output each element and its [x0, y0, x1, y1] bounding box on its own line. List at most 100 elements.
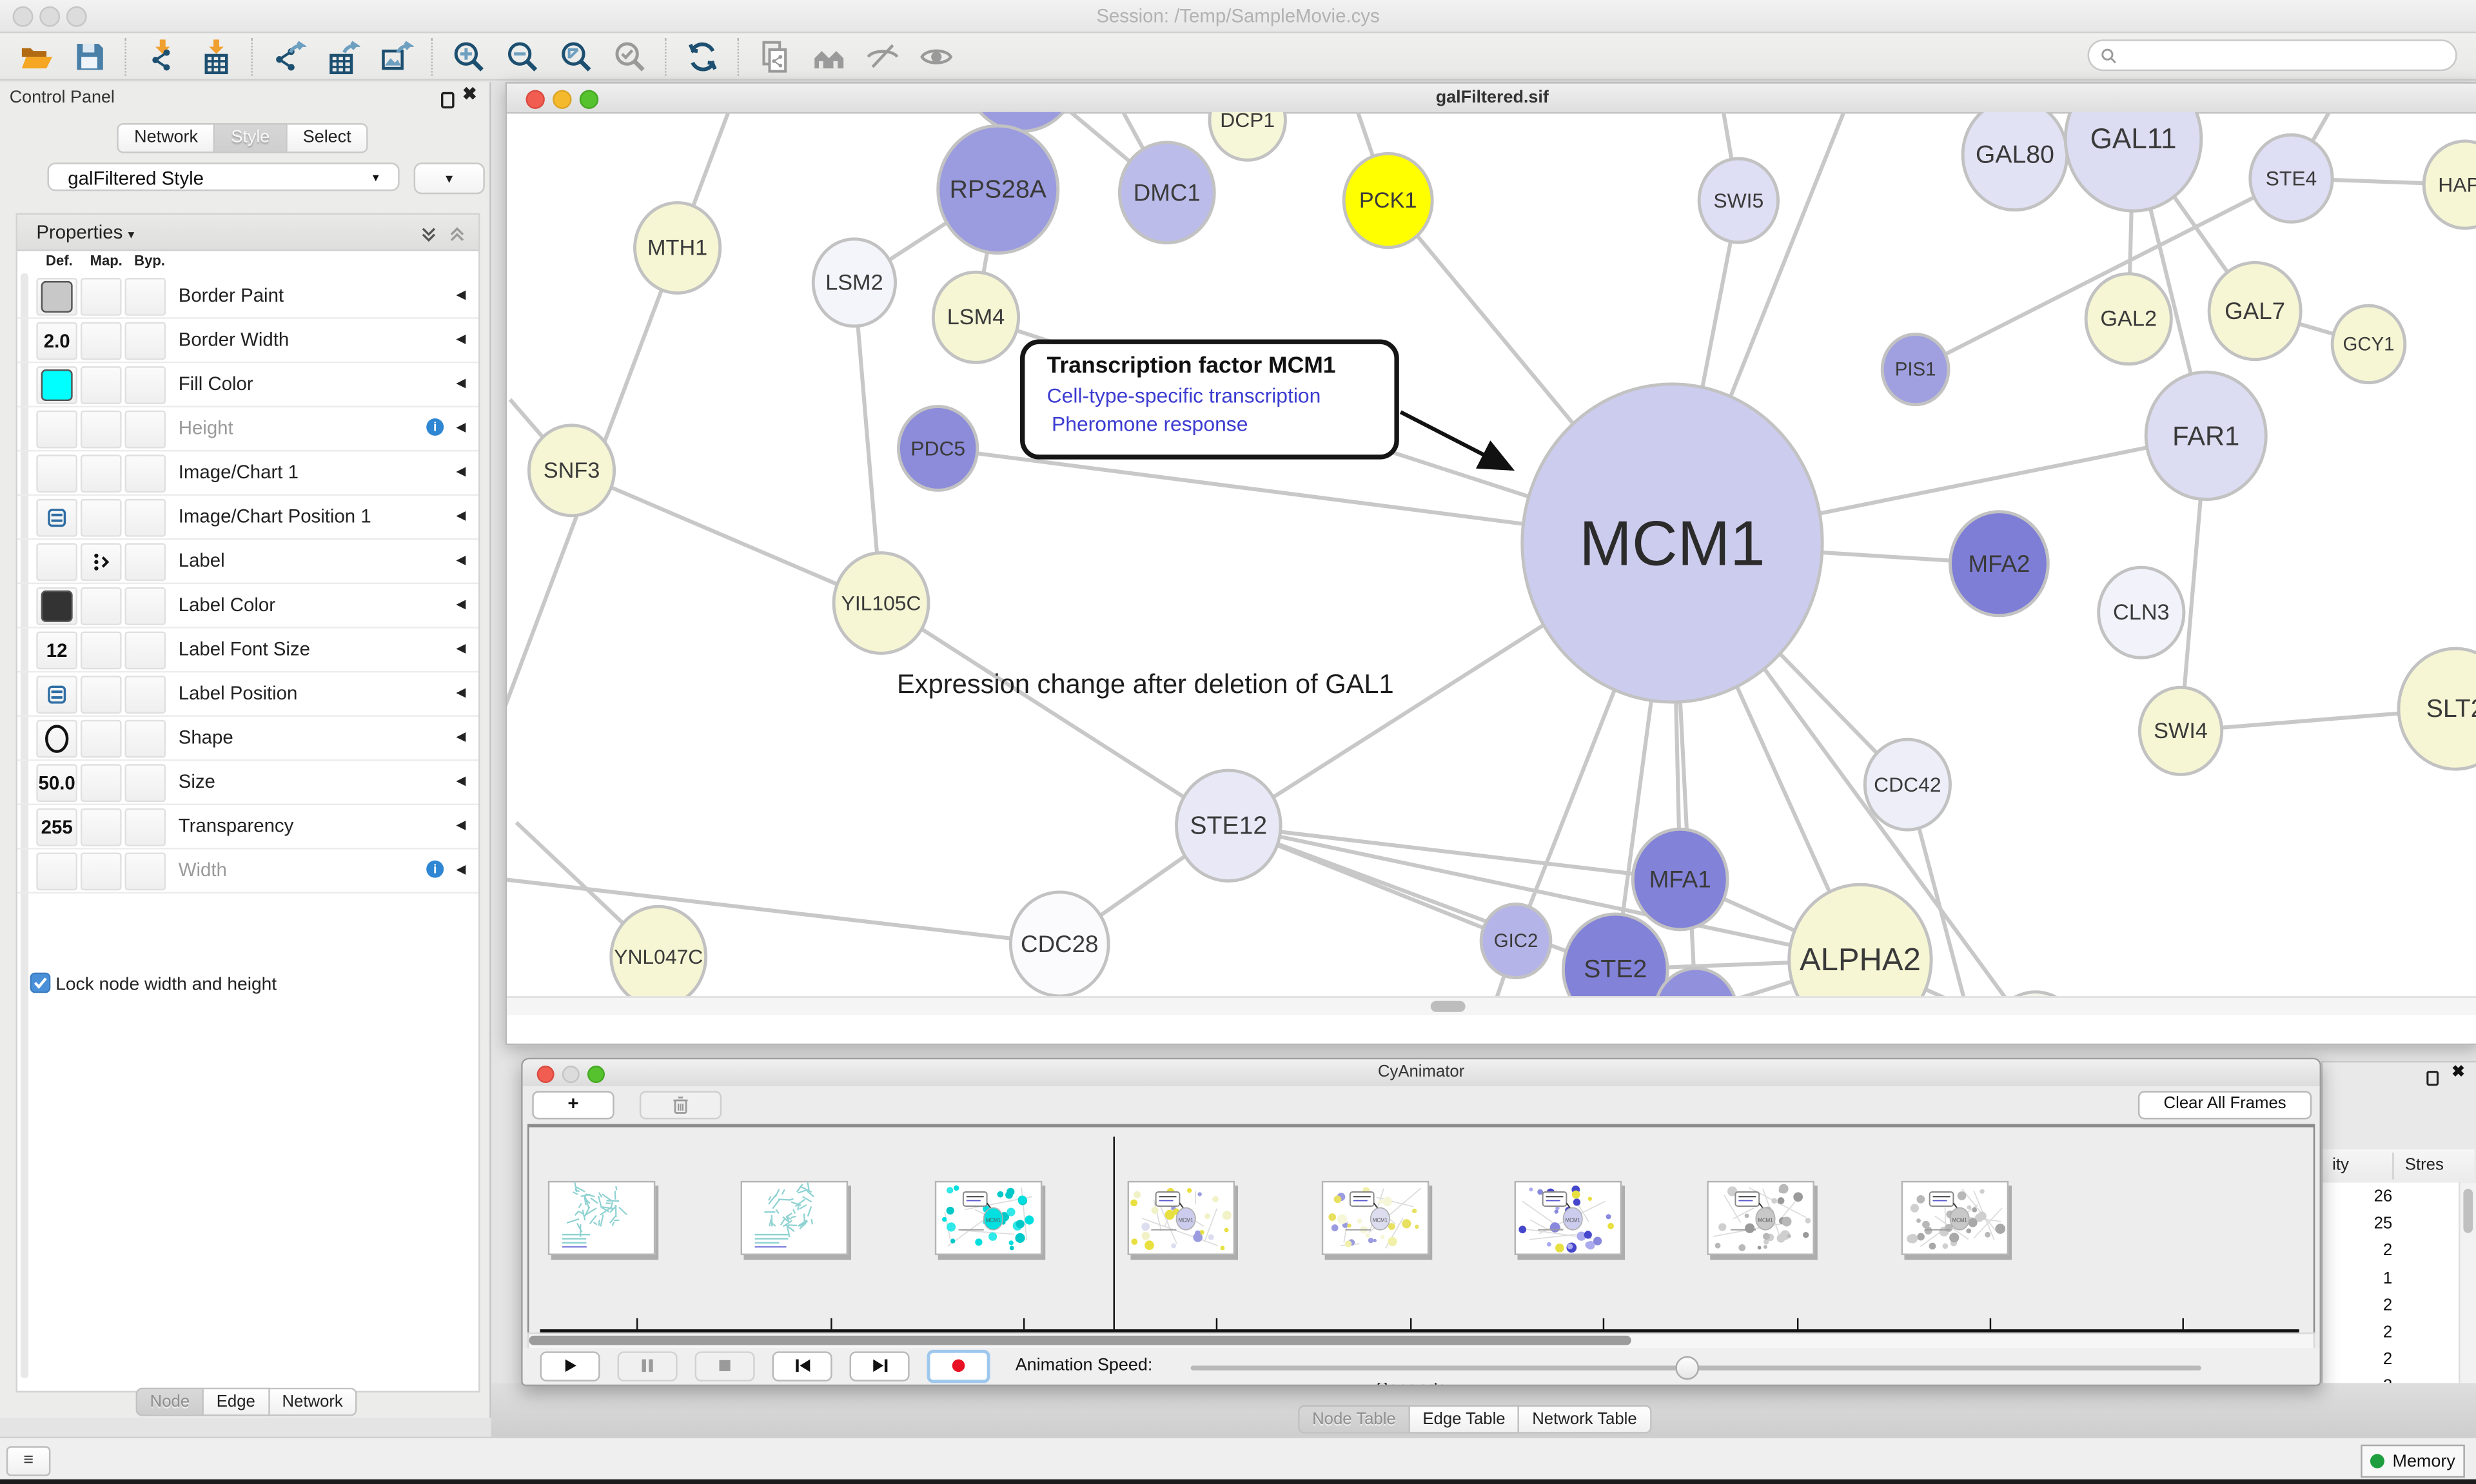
network-node-SLT2[interactable]: SLT2	[2397, 647, 2476, 771]
network-node-SWI4[interactable]: SWI4	[2137, 685, 2224, 776]
panel-tab-network[interactable]: Network	[269, 1387, 357, 1416]
frame-thumbnail-4[interactable]: MCM1	[1321, 1180, 1429, 1255]
property-row-width[interactable]: Width i ◀	[17, 848, 479, 894]
zoom-fit-icon[interactable]	[556, 37, 597, 75]
network-node-YIL105C[interactable]: YIL105C	[832, 551, 930, 655]
network-node-GIC2[interactable]: GIC2	[1479, 903, 1553, 980]
close-window-icon[interactable]	[526, 90, 545, 109]
float-panel-icon[interactable]	[440, 88, 455, 117]
annotation-box[interactable]: Transcription factor MCM1 Cell-type-spec…	[1020, 339, 1399, 460]
close-window-icon[interactable]	[536, 1066, 555, 1084]
network-node-GAL7[interactable]: GAL7	[2207, 260, 2303, 362]
table-column-ity[interactable]: ity	[2332, 1155, 2349, 1175]
network-node-GCY1[interactable]: GCY1	[2330, 304, 2407, 385]
zoom-selected-icon[interactable]	[609, 37, 651, 75]
network-node-MFA1[interactable]: MFA1	[1631, 827, 1729, 932]
animation-speed-slider[interactable]	[1190, 1352, 2201, 1380]
show-all-icon[interactable]	[916, 37, 957, 75]
export-image-icon[interactable]	[376, 37, 417, 75]
network-node-GAL2[interactable]: GAL2	[2084, 272, 2173, 366]
properties-scrollbar[interactable]	[20, 273, 29, 1378]
property-row-transparency[interactable]: 255 Transparency ◀	[17, 804, 479, 850]
property-row-label-position[interactable]: Label Position ◀	[17, 671, 479, 717]
network-node-GAL80[interactable]: GAL80	[1961, 112, 2069, 212]
frame-thumbnail-6[interactable]: MCM1	[1707, 1180, 1815, 1255]
network-node-HAP2[interactable]: HAP2	[2422, 139, 2476, 230]
property-row-border-paint[interactable]: Border Paint ◀	[17, 273, 479, 319]
expand-row-icon[interactable]: ◀	[456, 817, 466, 832]
zoom-out-icon[interactable]	[502, 37, 544, 75]
pause-button[interactable]	[617, 1351, 678, 1381]
table-cell[interactable]: 25	[2373, 1214, 2393, 1234]
slider-thumb[interactable]	[1676, 1355, 1700, 1380]
network-hscrollbar[interactable]	[507, 996, 2476, 1015]
export-network-icon[interactable]	[268, 37, 310, 75]
window-minimize-icon[interactable]	[39, 6, 61, 27]
property-row-size[interactable]: 50.0 Size ◀	[17, 759, 479, 805]
network-node-DMC1[interactable]: DMC1	[1117, 141, 1216, 245]
network-window-titlebar[interactable]: galFiltered.sif	[507, 83, 2476, 114]
expand-row-icon[interactable]: ◀	[456, 508, 466, 523]
delete-frame-button[interactable]	[639, 1091, 722, 1120]
network-canvas[interactable]: RPS28A DMC1 DCP1 PCK1 MTH1 LSM2 LSM4 SWI5 GAL80 G…	[507, 112, 2476, 997]
skip-to-end-button[interactable]	[849, 1351, 910, 1381]
property-row-image-chart-1[interactable]: Image/Chart 1 ◀	[17, 450, 479, 496]
close-panel-icon[interactable]: ✖	[2451, 1064, 2465, 1082]
network-node-YNL047C[interactable]: YNL047C	[609, 904, 708, 997]
network-node-MCM1[interactable]: MCM1	[1520, 382, 1824, 704]
property-row-label[interactable]: Label ◀	[17, 538, 479, 585]
network-node-CLN3[interactable]: CLN3	[2097, 565, 2186, 659]
tab-node-table[interactable]: Node Table	[1298, 1405, 1410, 1434]
annotation-link[interactable]: Cell-type-specific transcription	[1046, 384, 1321, 407]
tab-edge-table[interactable]: Edge Table	[1410, 1405, 1520, 1434]
float-panel-icon[interactable]	[2426, 1066, 2440, 1094]
record-button[interactable]	[927, 1349, 990, 1383]
window-close-icon[interactable]	[12, 6, 34, 27]
play-button[interactable]	[540, 1351, 600, 1381]
network-node-PDC5[interactable]: PDC5	[897, 405, 979, 492]
network-node-ALPHA2[interactable]: ALPHA2	[1787, 883, 1933, 997]
network-node-MTH1[interactable]: MTH1	[633, 201, 722, 295]
network-node-BAR1[interactable]: BAR1	[1655, 966, 1737, 997]
panel-tab-edge[interactable]: Edge	[204, 1387, 270, 1416]
maximize-window-icon[interactable]	[587, 1066, 605, 1084]
network-node-CDC28[interactable]: CDC28	[1008, 890, 1110, 997]
close-panel-icon[interactable]: ✖	[462, 85, 477, 104]
network-node-TUP1[interactable]: TUP1	[1991, 990, 2079, 997]
zoom-in-icon[interactable]	[449, 37, 490, 75]
network-node-MFA2[interactable]: MFA2	[1949, 510, 2050, 618]
table-column-stress[interactable]: Stres	[2404, 1155, 2444, 1175]
timeline-hscrollbar-thumb[interactable]	[529, 1335, 1631, 1345]
tab-network-table[interactable]: Network Table	[1519, 1405, 1651, 1434]
search-box[interactable]	[2087, 39, 2457, 72]
info-icon[interactable]: i	[426, 418, 444, 436]
table-cell[interactable]: 2	[2383, 1241, 2393, 1261]
network-node-GAL11[interactable]: GAL11	[2063, 112, 2203, 213]
expand-all-icon[interactable]	[420, 222, 437, 251]
table-vscrollbar-thumb[interactable]	[2462, 1189, 2472, 1233]
import-network-icon[interactable]	[142, 37, 183, 75]
properties-header[interactable]: Properties ▾	[17, 215, 479, 251]
style-selector[interactable]: galFiltered Style ▾	[47, 162, 400, 191]
timeline-hscrollbar[interactable]	[527, 1332, 2315, 1350]
minimize-window-icon[interactable]	[553, 90, 572, 109]
frame-thumbnail-7[interactable]: MCM1	[1901, 1180, 2009, 1255]
property-row-label-color[interactable]: Label Color ◀	[17, 583, 479, 629]
refresh-icon[interactable]	[682, 37, 723, 75]
network-node-PCK1[interactable]: PCK1	[1342, 151, 1434, 249]
frame-thumbnail-2[interactable]: MCM1	[934, 1180, 1042, 1255]
save-session-icon[interactable]	[70, 37, 111, 75]
window-zoom-icon[interactable]	[66, 6, 87, 27]
network-node-FAR1[interactable]: FAR1	[2144, 370, 2268, 502]
lock-size-row[interactable]: Lock node width and height	[30, 972, 277, 995]
expand-row-icon[interactable]: ◀	[456, 862, 466, 877]
frames-timeline[interactable]: 0123456789SecondsMCM1MCM1MCM1MCM1MCM1MCM…	[527, 1124, 2315, 1385]
tab-select[interactable]: Select	[287, 123, 369, 153]
network-node-STE2[interactable]: STE2	[1562, 912, 1669, 997]
memory-button[interactable]: Memory	[2361, 1444, 2465, 1478]
table-cell[interactable]: 1	[2383, 1268, 2393, 1288]
expand-row-icon[interactable]: ◀	[456, 331, 466, 346]
annotation-link[interactable]: Pheromone response	[1052, 412, 1248, 436]
collapse-all-icon[interactable]	[449, 222, 466, 251]
frame-thumbnail-5[interactable]: MCM1	[1514, 1180, 1622, 1255]
